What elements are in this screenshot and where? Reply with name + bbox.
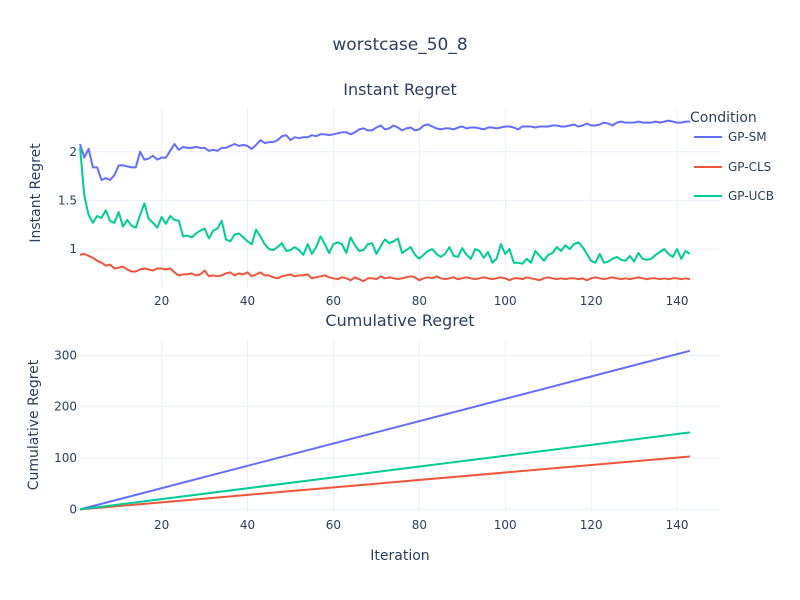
instant-regret-subplot-title: Instant Regret (343, 80, 457, 99)
cumulative-regret-x-tick-label: 40 (240, 518, 255, 532)
cumulative-regret-y-tick-label: 100 (54, 451, 77, 465)
cumulative-regret-y-tick-label: 0 (69, 502, 77, 516)
cumulative-regret-ticks: 20 40 60 80 100 120 140 0 100 200 300 (54, 348, 688, 532)
cumulative-regret-series-gp-ucb (79, 431, 691, 511)
instant-regret-panel: Instant Regret 20 40 60 80 100 120 140 1 1.5 2 In… (28, 80, 720, 308)
x-axis-title: Iteration (370, 548, 429, 564)
legend-title: Condition (690, 110, 757, 126)
instant-regret-y-axis-title: Instant Regret (28, 143, 44, 243)
instant-regret-series-gp-ucb (79, 146, 691, 265)
cumulative-regret-x-tick-label: 140 (666, 518, 689, 532)
instant-regret-x-tick-label: 20 (154, 294, 169, 308)
legend-label-gp-ucb: GP-UCB (728, 189, 774, 203)
legend[interactable]: Condition GP-SM GP-CLS GP-UCB (690, 110, 774, 203)
cumulative-regret-subplot-title: Cumulative Regret (325, 311, 474, 330)
cumulative-regret-series-gp-sm (79, 349, 691, 511)
cumulative-regret-series (79, 349, 691, 511)
legend-item-gp-ucb[interactable]: GP-UCB (694, 189, 774, 203)
instant-regret-x-tick-label: 60 (326, 294, 341, 308)
cumulative-regret-y-tick-label: 300 (54, 348, 77, 362)
instant-regret-gridlines (80, 108, 720, 288)
cumulative-regret-x-tick-label: 80 (412, 518, 427, 532)
cumulative-regret-x-tick-label: 100 (494, 518, 517, 532)
cumulative-regret-y-axis-title: Cumulative Regret (26, 359, 42, 490)
instant-regret-y-tick-label: 1 (69, 242, 77, 256)
cumulative-regret-panel: Cumulative Regret 20 40 60 80 100 120 14001002… (26, 311, 720, 564)
cumulative-regret-x-tick-label: 120 (580, 518, 603, 532)
cumulative-regret-series-gp-cls (79, 455, 690, 511)
instant-regret-y-tick-label: 2 (69, 145, 77, 159)
chart-title: worstcase_50_8 (332, 35, 467, 55)
cumulative-regret-y-tick-label: 200 (54, 400, 77, 414)
legend-item-gp-cls[interactable]: GP-CLS (694, 160, 771, 174)
instant-regret-y-tick-label: 1.5 (58, 193, 77, 207)
legend-item-gp-sm[interactable]: GP-SM (694, 130, 767, 144)
cumulative-regret-x-tick-label: 20 (154, 518, 169, 532)
cumulative-regret-x-tick-label: 60 (326, 518, 341, 532)
legend-label-gp-cls: GP-CLS (728, 160, 771, 174)
instant-regret-series-gp-cls (79, 252, 691, 283)
instant-regret-series-gp-sm (79, 119, 690, 181)
instant-regret-x-tick-label: 100 (494, 294, 517, 308)
cumulative-regret-gridlines (80, 340, 720, 512)
instant-regret-series (79, 119, 691, 283)
instant-regret-x-tick-label: 120 (580, 294, 603, 308)
legend-label-gp-sm: GP-SM (728, 130, 767, 144)
instant-regret-x-tick-label: 40 (240, 294, 255, 308)
instant-regret-ticks: 20 40 60 80 100 120 140 1 1.5 2 (58, 145, 689, 308)
instant-regret-x-tick-label: 80 (412, 294, 427, 308)
instant-regret-x-tick-label: 140 (666, 294, 689, 308)
